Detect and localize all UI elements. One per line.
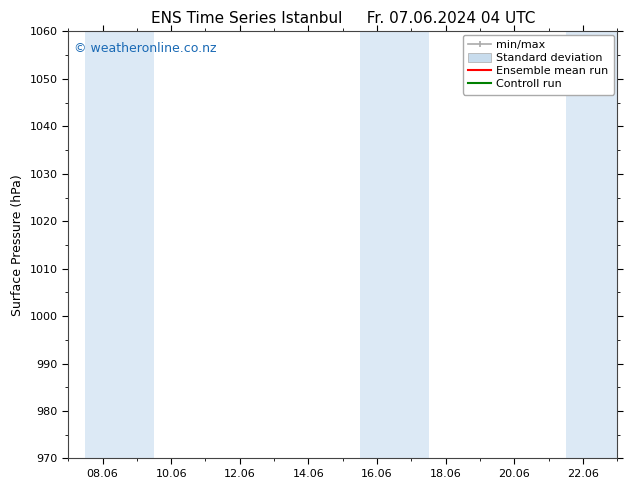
Bar	[566, 31, 618, 459]
Legend: min/max, Standard deviation, Ensemble mean run, Controll run: min/max, Standard deviation, Ensemble me…	[463, 35, 614, 95]
Bar	[86, 31, 154, 459]
Title: ENS Time Series Istanbul     Fr. 07.06.2024 04 UTC: ENS Time Series Istanbul Fr. 07.06.2024 …	[151, 11, 535, 26]
Bar	[360, 31, 429, 459]
Y-axis label: Surface Pressure (hPa): Surface Pressure (hPa)	[11, 174, 24, 316]
Text: © weatheronline.co.nz: © weatheronline.co.nz	[74, 42, 216, 55]
